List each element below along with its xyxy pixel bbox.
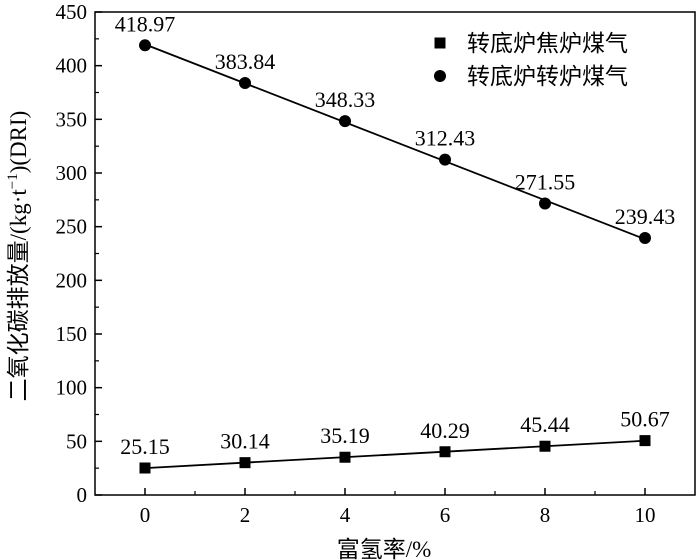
data-point [139,462,151,474]
x-axis: 0 2 4 6 8 10 [140,488,656,527]
data-point [239,77,251,90]
data-label: 50.67 [620,407,670,432]
y-tick-label: 300 [56,161,88,185]
y-tick-label: 0 [77,483,88,507]
data-point [639,232,651,245]
y-tick-label: 150 [56,322,88,346]
data-label: 271.55 [515,170,576,195]
series-1-trend-line [144,439,646,470]
y-tick-label: 400 [56,54,88,78]
data-label: 35.19 [320,423,370,448]
data-point [639,435,651,447]
x-axis-title: 富氢率/% [337,537,432,560]
data-label: 418.97 [115,11,176,36]
data-point [439,446,451,458]
y-tick-label: 200 [56,268,88,292]
x-tick-label: 6 [440,503,451,527]
y-tick-label: 350 [56,107,88,131]
y-axis-title-superscript: −1 [5,173,21,189]
y-tick-label: 250 [56,215,88,239]
y-axis: 0 50 100 150 200 250 300 350 400 450 [56,0,102,507]
x-tick-label: 4 [340,503,351,527]
x-tick-label: 0 [140,503,151,527]
data-label: 383.84 [215,49,276,74]
data-point [539,440,551,452]
x-tick-label: 10 [635,503,656,527]
legend-label: 转底炉焦炉煤气 [467,31,628,56]
data-label: 239.43 [615,204,676,229]
legend-label: 转底炉转炉煤气 [467,64,628,89]
x-tick-label: 2 [240,503,251,527]
data-point [339,115,351,128]
data-label: 30.14 [220,429,270,454]
series-2: 418.97 383.84 348.33 312.43 271.55 239.43 [115,11,676,245]
legend-circle-marker [434,70,446,82]
data-label: 40.29 [420,418,470,443]
y-tick-label: 450 [56,0,88,24]
data-point [239,457,251,469]
series-layer: 25.15 30.14 35.19 40.29 45.44 50.67 418.97 383.… [115,11,676,474]
y-tick-label: 100 [56,376,88,400]
x-tick-label: 8 [540,503,551,527]
data-label: 348.33 [315,87,376,112]
series-2-trend-line [144,43,646,241]
legend-square-marker [434,37,446,49]
data-point [339,451,351,463]
y-axis-title: 二氧化碳排放量/(kg·t−1)(DRI) [5,111,31,402]
y-axis-title-tail: )(DRI) [6,111,31,174]
series-1: 25.15 30.14 35.19 40.29 45.44 50.67 [120,407,670,474]
data-point [539,197,551,210]
y-axis-title-main: 二氧化碳排放量/(kg·t [6,189,31,402]
data-label: 312.43 [415,126,476,151]
data-point [439,153,451,166]
data-label: 25.15 [120,434,170,459]
data-label: 45.44 [520,412,570,437]
data-point [139,39,151,52]
y-tick-label: 50 [66,429,87,453]
